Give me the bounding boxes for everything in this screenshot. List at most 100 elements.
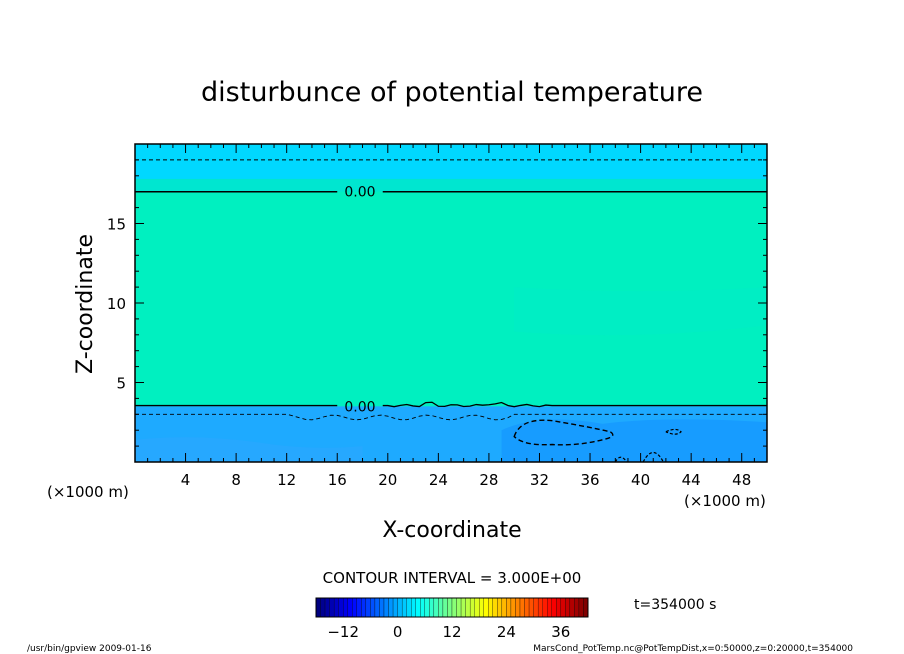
x-tick-label: 12 <box>277 471 296 489</box>
x-unit-left: (×1000 m) <box>47 483 129 501</box>
contours: 0.00 0.00 <box>135 159 767 463</box>
x-unit-right: (×1000 m) <box>684 492 766 510</box>
colorbar-cell <box>451 597 457 618</box>
colorbar-cell <box>320 597 326 618</box>
contour-dashed-lower <box>135 413 767 421</box>
colorbar-cell <box>374 597 380 618</box>
colorbar-cell <box>556 597 561 618</box>
colorbar-cell <box>370 597 376 618</box>
x-axis-label: X-coordinate <box>382 518 521 543</box>
x-tick-label: 28 <box>479 471 498 489</box>
colorbar-cell <box>506 597 512 618</box>
colorbar-cell <box>515 597 521 618</box>
colorbar-cell <box>488 597 493 618</box>
colorbar-cell <box>524 597 530 618</box>
colorbar-cell <box>361 597 367 618</box>
colorbar-cell <box>442 597 448 618</box>
x-tick-label: 36 <box>580 471 599 489</box>
field-lower-left <box>135 437 363 462</box>
y-tick-label: 10 <box>107 295 126 313</box>
colorbar-cell <box>329 597 335 618</box>
colorbar-cell <box>420 597 425 618</box>
x-tick-label: 48 <box>732 471 751 489</box>
colorbar-cell <box>415 597 421 618</box>
colorbar-cell <box>537 597 543 618</box>
contour-dashed-cell-4 <box>614 456 628 463</box>
colorbar-tick-label: −12 <box>327 623 359 641</box>
x-tick-label: 32 <box>530 471 549 489</box>
colorbar-cell <box>551 597 557 618</box>
colorbar-cell <box>392 597 398 618</box>
colorbar-cell <box>411 597 416 618</box>
colorbar-cell <box>565 597 571 618</box>
contour-dashed-cell-2 <box>665 428 682 435</box>
contour-zero-lower-right <box>382 401 767 408</box>
colorbar-cell <box>433 597 439 618</box>
colorbar-cell <box>356 597 362 618</box>
colorbar-cell <box>447 597 453 618</box>
colorbar-cell <box>578 597 584 618</box>
colorbar-cell <box>343 597 348 618</box>
colorbar-cell <box>333 597 339 618</box>
colorbar-cell <box>460 597 466 618</box>
colorbar-cell <box>583 597 589 618</box>
contour-interval: CONTOUR INTERVAL = 3.000E+00 <box>323 569 582 587</box>
colorbar-cell <box>547 597 552 618</box>
footer-left: /usr/bin/gpview 2009-01-16 <box>27 644 152 654</box>
footer-right: MarsCond_PotTemp.nc@PotTempDist,x=0:5000… <box>533 644 853 654</box>
plot-field <box>135 144 767 462</box>
x-tick-label: 8 <box>231 471 241 489</box>
colorbar-cell <box>456 597 462 618</box>
field-lower-patch <box>501 419 767 462</box>
colorbar-cell <box>338 597 344 618</box>
colorbar-frame <box>315 597 589 618</box>
colorbar-cell <box>528 597 534 618</box>
colorbar-cell <box>365 597 371 618</box>
colorbar-cell <box>352 597 357 618</box>
colorbar-cell <box>519 597 525 618</box>
contour-label: 0.00 <box>344 185 375 201</box>
colorbar-cell <box>474 597 480 618</box>
colorbar-cell <box>324 597 330 618</box>
colorbar-cell <box>406 597 412 618</box>
time-label: t=354000 s <box>634 597 716 613</box>
colorbar-cell <box>379 597 385 618</box>
colorbar-cell <box>560 597 566 618</box>
x-tick-label: 20 <box>378 471 397 489</box>
colorbar-cell <box>533 597 539 618</box>
colorbar-tick-label: 0 <box>393 623 403 641</box>
y-axis-label: Z-coordinate <box>73 234 98 374</box>
colorbar-cell <box>574 597 580 618</box>
x-tick-label: 16 <box>328 471 347 489</box>
colorbar-tick-label: 24 <box>497 623 516 641</box>
field-upper-mid <box>135 178 767 192</box>
colorbar-cell <box>569 597 575 618</box>
colorbar-cell <box>401 597 407 618</box>
field-upper-band <box>135 144 767 179</box>
colorbar-cell <box>315 597 321 618</box>
colorbar-cell <box>497 597 503 618</box>
colorbar-cell <box>469 597 475 618</box>
field-mid-shade <box>514 287 767 336</box>
colorbar-tick-label: 36 <box>551 623 570 641</box>
colorbar-cell <box>424 597 430 618</box>
colorbar-cell <box>397 597 403 618</box>
x-tick-label: 24 <box>429 471 448 489</box>
colorbar-cell <box>483 597 489 618</box>
x-tick-label: 4 <box>181 471 191 489</box>
colorbar-cell <box>347 597 353 618</box>
colorbar: −12 0 12 24 36 <box>315 597 589 641</box>
y-tick-label: 15 <box>107 216 126 234</box>
colorbar-cell <box>438 597 444 618</box>
colorbar-cell <box>479 597 484 618</box>
colorbar-cell <box>388 597 394 618</box>
colorbar-tick-label: 12 <box>442 623 461 641</box>
colorbar-cell <box>510 597 516 618</box>
colorbar-cell <box>501 597 507 618</box>
colorbar-cell <box>542 597 548 618</box>
y-tick-label: 5 <box>116 375 126 393</box>
colorbar-cell <box>492 597 498 618</box>
contour-label: 0.00 <box>344 399 375 415</box>
